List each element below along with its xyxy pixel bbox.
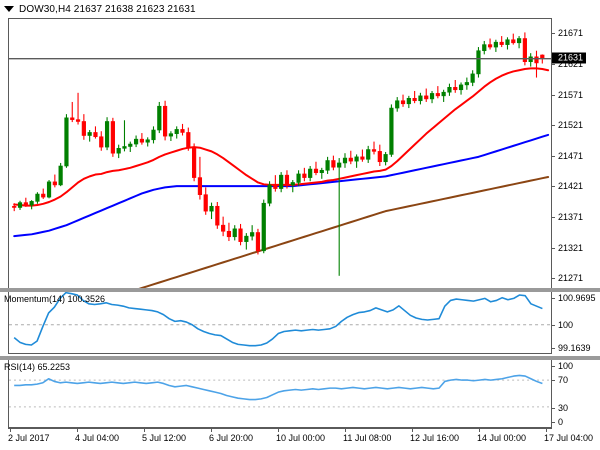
price-tick-21421: 21421 xyxy=(552,181,583,191)
momentum-line-plot xyxy=(9,292,551,347)
rsi-panel[interactable]: RSI(14) 65.2253 100 70 30 0 xyxy=(0,360,600,428)
panel-separator-rsi[interactable] xyxy=(0,356,600,360)
price-plot-area[interactable] xyxy=(8,18,552,288)
time-axis-label: 11 Jul 08:00 xyxy=(343,433,392,443)
time-axis-label: 12 Jul 16:00 xyxy=(410,433,460,443)
rsi-plot-area[interactable] xyxy=(8,360,552,428)
panel-separator-momentum[interactable] xyxy=(0,288,600,292)
rsi-tick-0: 0 xyxy=(552,417,563,427)
rsi-label: RSI(14) 65.2253 xyxy=(4,362,71,372)
price-tick-21371: 21371 xyxy=(552,212,583,222)
rsi-line-plot xyxy=(9,374,551,408)
momentum-tick-100: 100 xyxy=(552,320,573,330)
symbol-ohlc-label: DOW30,H4 21637 21638 21623 21631 xyxy=(19,3,196,15)
momentum-tick-100.9695: 100.9695 xyxy=(552,293,596,303)
time-axis-label: 6 Jul 20:00 xyxy=(209,433,254,443)
time-tick xyxy=(211,428,212,432)
momentum-label: Momentum(14) 100.3526 xyxy=(4,294,106,304)
time-axis-line xyxy=(8,428,552,429)
rsi-tick-70: 70 xyxy=(552,375,568,385)
time-tick xyxy=(10,428,11,432)
price-tick-21271: 21271 xyxy=(552,273,583,283)
rsi-axis-right[interactable]: 100 70 30 0 xyxy=(552,360,600,428)
time-axis-label: 4 Jul 04:00 xyxy=(75,433,120,443)
price-chart-panel[interactable]: 21671 21621 21571 21521 21471 21421 21371 21321… xyxy=(0,18,600,288)
time-tick xyxy=(144,428,145,432)
price-tick-21571: 21571 xyxy=(552,90,583,100)
chart-header: DOW30,H4 21637 21638 21623 21631 xyxy=(0,0,600,18)
time-axis-label: 2 Jul 2017 xyxy=(8,433,50,443)
momentum-plot-area[interactable] xyxy=(8,292,552,354)
time-axis[interactable]: 2 Jul 2017 4 Jul 04:00 5 Jul 12:00 6 Jul 20… xyxy=(0,428,600,450)
rsi-tick-30: 30 xyxy=(552,403,568,413)
time-axis-label: 5 Jul 12:00 xyxy=(142,433,187,443)
momentum-tick-99.1639: 99.1639 xyxy=(552,343,591,353)
current-price-tag: 21631 xyxy=(552,52,587,64)
time-tick xyxy=(345,428,346,432)
time-tick xyxy=(412,428,413,432)
rsi-tick-100: 100 xyxy=(552,361,573,371)
time-axis-label: 14 Jul 00:00 xyxy=(477,433,527,443)
price-tick-21321: 21321 xyxy=(552,243,583,253)
triangle-down-icon[interactable] xyxy=(4,6,14,12)
price-tick-21521: 21521 xyxy=(552,120,583,130)
momentum-axis-right[interactable]: 100.9695 100 99.1639 xyxy=(552,292,600,354)
time-tick xyxy=(278,428,279,432)
time-axis-label: 10 Jul 00:00 xyxy=(276,433,326,443)
momentum-panel[interactable]: Momentum(14) 100.3526 100.9695 100 99.1639 xyxy=(0,292,600,354)
price-tick-21471: 21471 xyxy=(552,151,583,161)
time-axis-label: 17 Jul 04:00 xyxy=(544,433,594,443)
time-tick xyxy=(479,428,480,432)
time-tick xyxy=(546,428,547,432)
price-candlestick-plot xyxy=(9,32,551,288)
time-tick xyxy=(77,428,78,432)
price-tick-21621: 21621 xyxy=(552,59,583,69)
price-tick-21671: 21671 xyxy=(552,28,583,38)
price-axis-right[interactable]: 21671 21621 21571 21521 21471 21421 21371 21321… xyxy=(552,18,600,288)
